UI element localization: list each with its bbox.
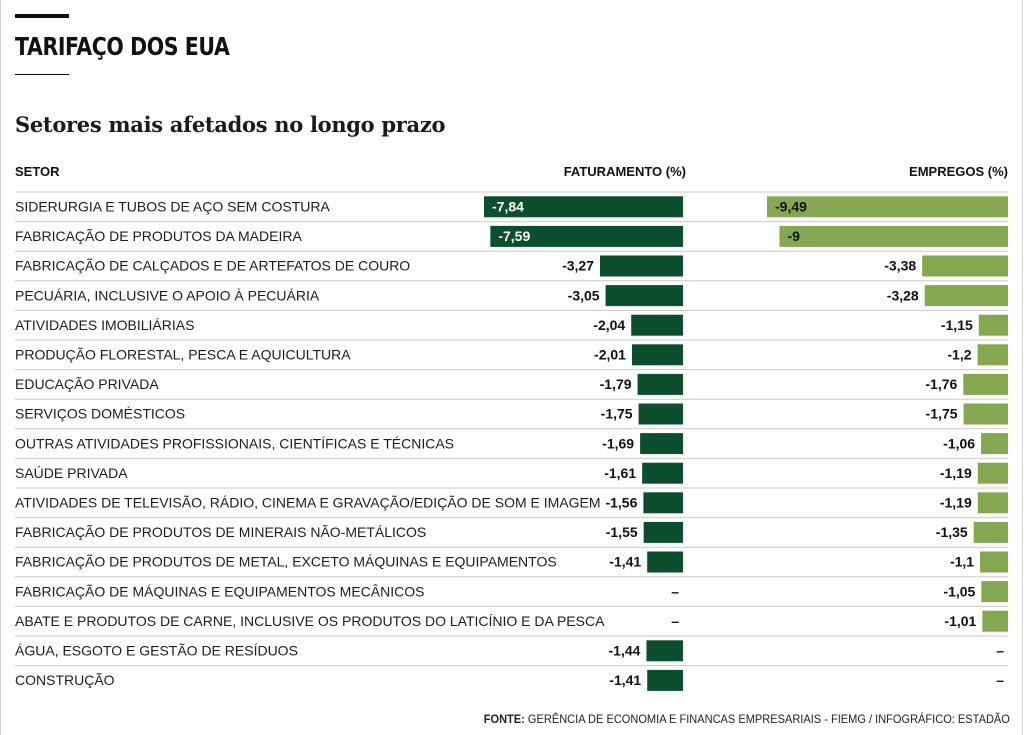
revenue-value-label: -1,75 [601, 406, 633, 422]
jobs-bar [977, 344, 1008, 366]
revenue-missing-label: – [671, 583, 679, 599]
jobs-value-label: -9 [787, 228, 800, 244]
revenue-bar [647, 551, 683, 573]
jobs-bar [981, 433, 1008, 455]
category-label: FABRICAÇÃO DE MÁQUINAS E EQUIPAMENTOS ME… [15, 583, 424, 599]
revenue-value-label: -1,56 [605, 495, 637, 511]
category-label: ATIVIDADES IMOBILIÁRIAS [15, 317, 194, 333]
jobs-value-label: -1,01 [944, 613, 976, 629]
jobs-bar [982, 610, 1008, 632]
category-label: CONSTRUÇÃO [15, 672, 115, 688]
jobs-value-label: -1,75 [926, 406, 958, 422]
source-label: FONTE: [483, 712, 525, 726]
category-label: SIDERURGIA E TUBOS DE AÇO SEM COSTURA [15, 199, 330, 215]
jobs-value-label: -1,1 [950, 554, 974, 570]
source-note: FONTE: GERÊNCIA DE ECONOMIA E FINANCAS E… [484, 712, 1010, 726]
category-label: FABRICAÇÃO DE PRODUTOS DE MINERAIS NÃO-M… [15, 524, 426, 540]
jobs-bar [977, 492, 1008, 514]
jobs-bar [767, 196, 1008, 218]
jobs-value-label: -1,19 [940, 495, 972, 511]
category-label: ÁGUA, ESGOTO E GESTÃO DE RESÍDUOS [15, 643, 298, 659]
chart-title: Setores mais afetados no longo prazo [15, 112, 446, 137]
jobs-value-label: -1,06 [943, 435, 975, 451]
category-label: PRODUÇÃO FLORESTAL, PESCA E AQUICULTURA [15, 347, 351, 363]
revenue-value-label: -7,84 [492, 199, 524, 215]
jobs-bar [922, 255, 1008, 277]
revenue-value-label: -1,79 [600, 376, 632, 392]
jobs-value-label: -1,15 [941, 317, 973, 333]
jobs-bar [977, 462, 1008, 484]
jobs-missing-label: – [996, 643, 1004, 659]
category-label: FABRICAÇÃO DE CALÇADOS E DE ARTEFATOS DE… [15, 258, 410, 274]
jobs-value-label: -1,19 [940, 465, 972, 481]
revenue-bar [638, 403, 683, 425]
jobs-value-label: -1,2 [947, 347, 971, 363]
header-rule-bottom [15, 74, 69, 75]
frame-right-border [1022, 0, 1023, 735]
jobs-value-label: -1,05 [943, 583, 975, 599]
revenue-value-label: -1,44 [609, 643, 641, 659]
category-label: EDUCAÇÃO PRIVADA [15, 376, 159, 392]
column-header-revenue: FATURAMENTO (%) [563, 164, 686, 179]
jobs-missing-label: – [996, 672, 1004, 688]
revenue-value-label: -2,04 [593, 317, 625, 333]
category-label: PECUÁRIA, INCLUSIVE O APOIO À PECUÁRIA [15, 287, 320, 303]
category-label: SERVIÇOS DOMÉSTICOS [15, 406, 185, 422]
revenue-bar [643, 521, 683, 543]
column-header-jobs: EMPREGOS (%) [909, 164, 1008, 179]
category-label: ATIVIDADES DE TELEVISÃO, RÁDIO, CINEMA E… [15, 495, 601, 511]
revenue-bar [647, 669, 683, 691]
revenue-bar [631, 344, 683, 366]
revenue-bar [640, 433, 683, 455]
revenue-value-label: -3,05 [568, 287, 600, 303]
jobs-bar [963, 373, 1008, 395]
category-label: FABRICAÇÃO DE PRODUTOS DE METAL, EXCETO … [15, 554, 557, 570]
category-label: FABRICAÇÃO DE PRODUTOS DA MADEIRA [15, 228, 302, 244]
jobs-bar [779, 225, 1008, 247]
jobs-value-label: -1,35 [936, 524, 968, 540]
revenue-bar [646, 640, 683, 662]
column-header-sector: SETOR [15, 164, 60, 179]
category-label: ABATE E PRODUTOS DE CARNE, INCLUSIVE OS … [15, 613, 605, 629]
revenue-bar [484, 196, 683, 218]
jobs-bar [924, 285, 1008, 307]
jobs-value-label: -1,76 [925, 376, 957, 392]
revenue-value-label: -3,27 [562, 258, 594, 274]
revenue-value-label: -2,01 [594, 347, 626, 363]
jobs-value-label: -3,38 [884, 258, 916, 274]
revenue-value-label: -1,61 [604, 465, 636, 481]
source-text: GERÊNCIA DE ECONOMIA E FINANCAS EMPRESAR… [528, 712, 1010, 726]
jobs-value-label: -3,28 [887, 287, 919, 303]
jobs-bar [978, 314, 1008, 336]
revenue-bar [490, 225, 683, 247]
category-label: OUTRAS ATIVIDADES PROFISSIONAIS, CIENTÍF… [15, 435, 454, 451]
jobs-bar [963, 403, 1008, 425]
frame-left-border [0, 0, 1, 735]
jobs-bar [980, 551, 1008, 573]
kicker-title: TARIFAÇO DOS EUA [15, 32, 230, 61]
header-rule-top [15, 14, 69, 18]
revenue-bar [637, 373, 683, 395]
revenue-value-label: -1,55 [606, 524, 638, 540]
jobs-bar [973, 521, 1008, 543]
revenue-bar [599, 255, 683, 277]
revenue-bar [642, 462, 683, 484]
revenue-bar [631, 314, 683, 336]
revenue-bar [605, 285, 683, 307]
jobs-bar [981, 581, 1008, 603]
revenue-value-label: -1,41 [609, 554, 641, 570]
category-label: SAÚDE PRIVADA [15, 465, 128, 481]
revenue-value-label: -1,69 [602, 435, 634, 451]
revenue-value-label: -1,41 [609, 672, 641, 688]
jobs-value-label: -9,49 [775, 199, 807, 215]
revenue-bar [643, 492, 683, 514]
revenue-value-label: -7,59 [498, 228, 530, 244]
revenue-missing-label: – [671, 613, 679, 629]
